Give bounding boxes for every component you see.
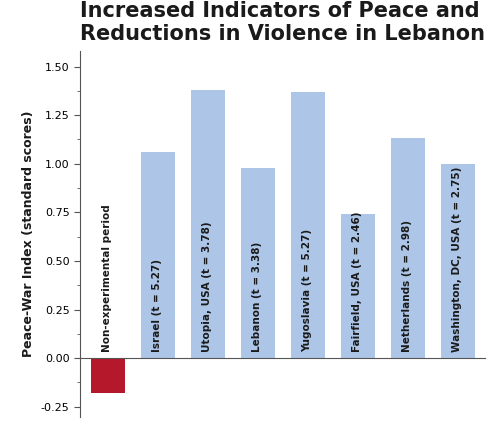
Bar bbox=[290, 92, 324, 358]
Text: Increased Indicators of Peace and
Reductions in Violence in Lebanon: Increased Indicators of Peace and Reduct… bbox=[80, 1, 485, 44]
Text: Fairfield, USA (t = 2.46): Fairfield, USA (t = 2.46) bbox=[352, 212, 362, 352]
Text: Yugoslavia (t = 5.27): Yugoslavia (t = 5.27) bbox=[302, 229, 312, 352]
Bar bbox=[90, 358, 124, 393]
Text: Non-experimental period: Non-experimental period bbox=[102, 204, 113, 352]
Text: Netherlands (t = 2.98): Netherlands (t = 2.98) bbox=[402, 220, 412, 352]
Y-axis label: Peace-War Index (standard scores): Peace-War Index (standard scores) bbox=[22, 110, 36, 357]
Bar bbox=[240, 167, 274, 358]
Bar bbox=[190, 90, 224, 358]
Text: Israel (t = 5.27): Israel (t = 5.27) bbox=[152, 259, 162, 352]
Bar bbox=[340, 214, 374, 358]
Bar bbox=[140, 152, 174, 358]
Text: Lebanon (t = 3.38): Lebanon (t = 3.38) bbox=[252, 242, 262, 352]
Bar bbox=[390, 139, 424, 358]
Text: Utopia, USA (t = 3.78): Utopia, USA (t = 3.78) bbox=[202, 222, 212, 352]
Text: Washington, DC, USA (t = 2.75): Washington, DC, USA (t = 2.75) bbox=[452, 167, 462, 352]
Bar bbox=[440, 164, 474, 358]
